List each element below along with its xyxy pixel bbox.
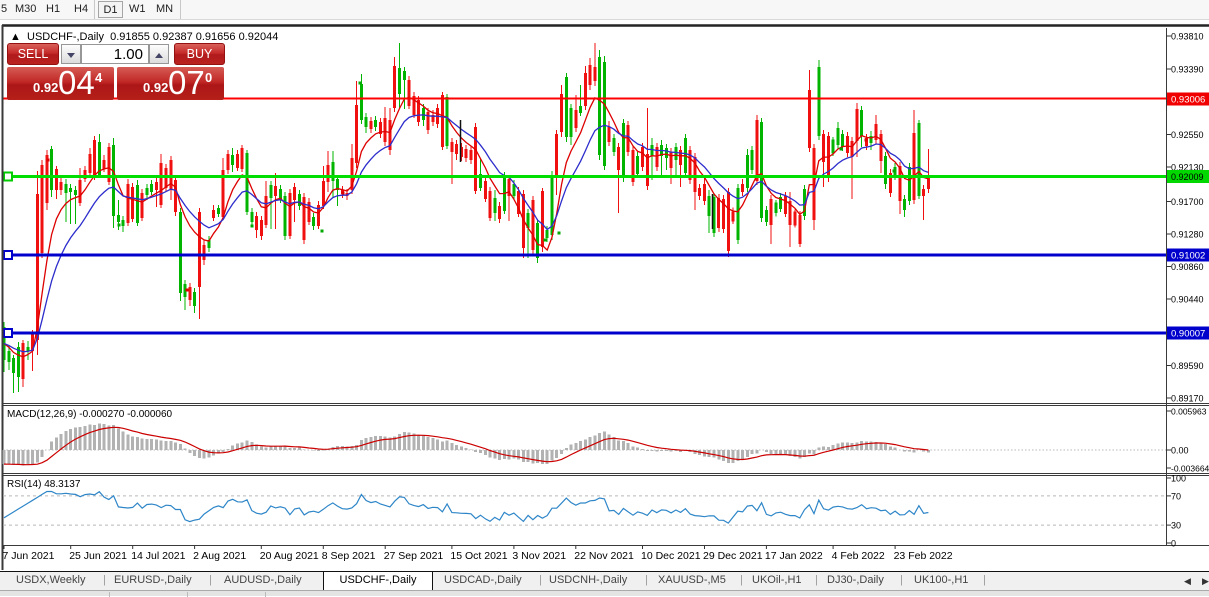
svg-text:0.005963: 0.005963 xyxy=(1171,407,1207,417)
svg-text:22 Nov 2021: 22 Nov 2021 xyxy=(574,550,634,562)
svg-text:20 Aug 2021: 20 Aug 2021 xyxy=(260,550,319,562)
svg-text:0.90440: 0.90440 xyxy=(1171,295,1204,305)
svg-text:0.93006: 0.93006 xyxy=(1171,95,1205,106)
svg-text:0.91002: 0.91002 xyxy=(1171,251,1205,262)
svg-text:29 Dec 2021: 29 Dec 2021 xyxy=(703,550,763,562)
svg-text:27 Sep 2021: 27 Sep 2021 xyxy=(384,550,444,562)
svg-text:0.92009: 0.92009 xyxy=(1171,172,1204,182)
svg-text:0.92550: 0.92550 xyxy=(1171,130,1204,140)
svg-text:0.90007: 0.90007 xyxy=(1171,329,1205,340)
svg-text:14 Jul 2021: 14 Jul 2021 xyxy=(131,550,185,562)
svg-text:8 Sep 2021: 8 Sep 2021 xyxy=(322,550,376,562)
svg-text:0.89590: 0.89590 xyxy=(1171,361,1204,371)
svg-text:4 Feb 2022: 4 Feb 2022 xyxy=(832,550,885,562)
svg-text:0.00: 0.00 xyxy=(1171,446,1189,456)
svg-text:0.93810: 0.93810 xyxy=(1171,32,1204,42)
svg-text:0.89170: 0.89170 xyxy=(1171,394,1204,404)
svg-text:2 Aug 2021: 2 Aug 2021 xyxy=(193,550,246,562)
svg-text:70: 70 xyxy=(1171,491,1181,501)
svg-text:-0.003664: -0.003664 xyxy=(1171,464,1209,474)
svg-text:3 Nov 2021: 3 Nov 2021 xyxy=(512,550,566,562)
svg-text:100: 100 xyxy=(1171,474,1186,484)
svg-text:25 Jun 2021: 25 Jun 2021 xyxy=(69,550,127,562)
svg-text:10 Dec 2021: 10 Dec 2021 xyxy=(641,550,701,562)
svg-text:23 Feb 2022: 23 Feb 2022 xyxy=(894,550,953,562)
svg-text:0.93390: 0.93390 xyxy=(1171,65,1204,75)
svg-text:0.92130: 0.92130 xyxy=(1171,163,1204,173)
svg-text:0.90860: 0.90860 xyxy=(1171,262,1204,272)
svg-text:30: 30 xyxy=(1171,521,1181,531)
svg-text:17 Jan 2022: 17 Jan 2022 xyxy=(765,550,823,562)
svg-text:0: 0 xyxy=(1171,539,1176,549)
svg-text:0.91700: 0.91700 xyxy=(1171,197,1204,207)
svg-text:15 Oct 2021: 15 Oct 2021 xyxy=(450,550,507,562)
svg-text:0.91280: 0.91280 xyxy=(1171,230,1204,240)
svg-text:7 Jun 2021: 7 Jun 2021 xyxy=(3,550,55,562)
